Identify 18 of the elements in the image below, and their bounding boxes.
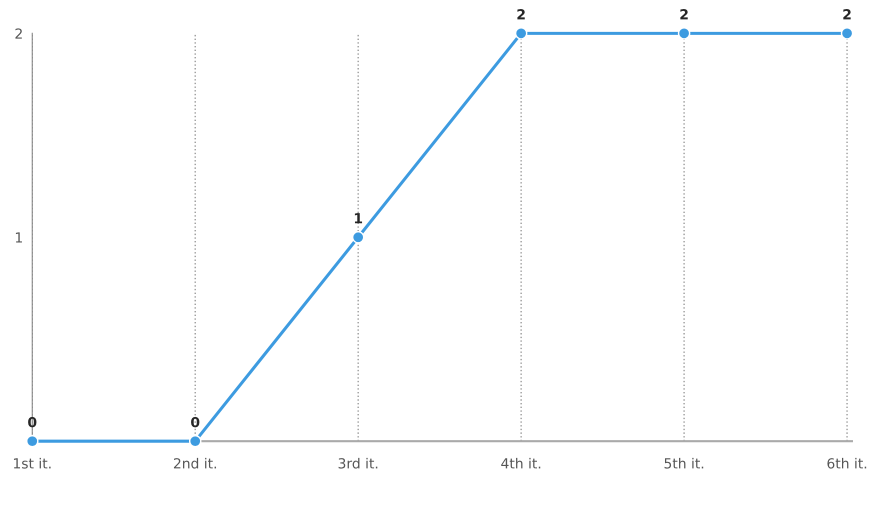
- data-label: 0: [28, 416, 36, 428]
- point: [188, 434, 202, 448]
- x-tick-label: 2nd it.: [174, 458, 216, 469]
- x-tick-label: 1st it.: [14, 458, 51, 469]
- x-tick-label: 6th it.: [827, 458, 866, 469]
- point: [26, 434, 39, 448]
- point: [678, 27, 690, 40]
- data-label: 2: [843, 9, 851, 20]
- point: [840, 27, 854, 40]
- data-label: 1: [354, 213, 362, 224]
- data-label: 0: [191, 416, 200, 428]
- point: [352, 231, 364, 244]
- x-tick-label: 4th it.: [501, 458, 540, 468]
- data-label: 2: [517, 9, 525, 20]
- point: [514, 27, 528, 40]
- data-label: 2: [680, 9, 688, 20]
- x-tick-label: 5th it.: [664, 458, 704, 469]
- x-tick-label: 3rd it.: [338, 458, 378, 469]
